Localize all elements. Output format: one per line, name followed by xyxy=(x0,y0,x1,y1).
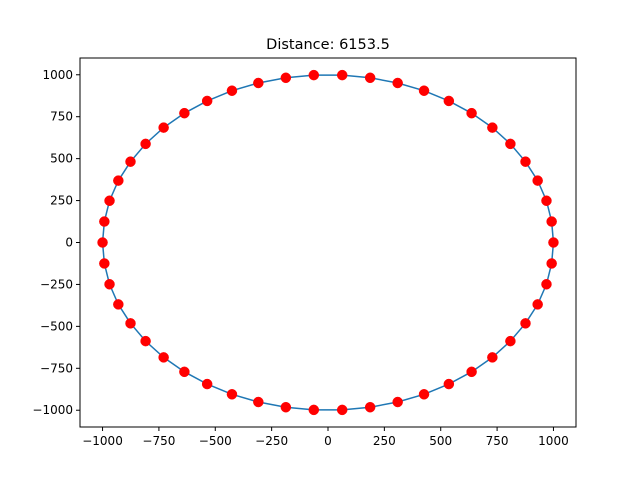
data-point-marker xyxy=(226,85,238,96)
data-point-marker xyxy=(520,318,531,329)
y-tick-label: 250 xyxy=(50,194,73,208)
data-point-marker xyxy=(336,69,348,81)
data-point-marker xyxy=(308,69,320,81)
data-point-marker xyxy=(505,138,516,150)
data-point-marker xyxy=(308,404,320,416)
data-point-marker xyxy=(541,279,552,290)
data-point-marker xyxy=(546,216,557,227)
data-point-marker xyxy=(226,389,238,400)
y-tick-label: 1000 xyxy=(42,68,73,82)
y-tick-label: 0 xyxy=(65,236,73,250)
y-tick-label: −1000 xyxy=(32,403,73,417)
data-point-marker xyxy=(125,318,136,329)
data-point-marker xyxy=(158,352,169,363)
data-point-marker xyxy=(253,77,264,89)
data-point-marker xyxy=(104,279,115,290)
data-point-marker xyxy=(179,107,190,119)
x-tick-label: −750 xyxy=(142,434,175,448)
data-point-marker xyxy=(505,335,516,347)
data-point-marker xyxy=(179,366,190,378)
x-tick-label: 0 xyxy=(324,434,332,448)
data-point-marker xyxy=(443,378,455,390)
tour-path-line xyxy=(101,74,555,411)
data-point-marker xyxy=(336,404,348,416)
x-tick-label: −1000 xyxy=(82,434,123,448)
x-tick-label: −250 xyxy=(255,434,288,448)
data-point-marker xyxy=(125,156,136,167)
x-tick-label: 250 xyxy=(373,434,396,448)
data-point-marker xyxy=(548,237,559,248)
data-point-marker xyxy=(280,401,292,413)
data-point-marker xyxy=(487,352,498,363)
x-tick-label: 500 xyxy=(429,434,452,448)
data-point-marker xyxy=(364,401,376,413)
data-point-marker xyxy=(113,175,124,186)
data-point-marker xyxy=(99,216,110,227)
x-tick-label: 1000 xyxy=(538,434,569,448)
data-point-marker xyxy=(104,195,115,206)
data-point-marker xyxy=(443,95,455,107)
x-tick-label: −500 xyxy=(199,434,232,448)
data-point-marker xyxy=(280,72,292,84)
data-point-marker xyxy=(392,396,403,408)
plot-area xyxy=(97,69,559,416)
chart-title: Distance: 6153.5 xyxy=(266,37,390,53)
data-point-marker xyxy=(364,72,376,84)
y-tick-label: 500 xyxy=(50,152,73,166)
data-point-marker xyxy=(392,77,403,89)
data-point-marker xyxy=(201,378,213,390)
data-point-marker xyxy=(532,299,543,310)
axes-frame xyxy=(79,57,577,428)
data-point-marker xyxy=(487,122,498,133)
data-point-marker xyxy=(520,156,531,167)
data-point-marker xyxy=(546,258,557,269)
data-point-marker xyxy=(201,95,213,107)
data-point-marker xyxy=(140,138,151,150)
y-tick-label: 750 xyxy=(50,110,73,124)
data-point-marker xyxy=(113,299,124,310)
data-point-marker xyxy=(418,389,430,400)
y-tick-label: −250 xyxy=(40,277,73,291)
y-tick-label: −500 xyxy=(40,319,73,333)
data-point-marker xyxy=(466,107,477,119)
y-axis: −1000 −750 −500 −250 0 250 500 750 1000 xyxy=(32,68,80,417)
data-point-marker xyxy=(466,366,477,378)
data-point-marker xyxy=(541,195,552,206)
x-tick-label: 750 xyxy=(486,434,509,448)
data-point-marker xyxy=(140,335,151,347)
y-tick-label: −750 xyxy=(40,361,73,375)
data-point-marker xyxy=(253,396,264,408)
x-axis: −1000 −750 −500 −250 0 250 500 750 1000 xyxy=(82,427,569,448)
data-point-marker xyxy=(532,175,543,186)
data-point-marker xyxy=(99,258,110,269)
data-point-marker xyxy=(97,237,108,248)
data-point-marker xyxy=(158,122,169,133)
data-point-marker xyxy=(418,85,430,96)
